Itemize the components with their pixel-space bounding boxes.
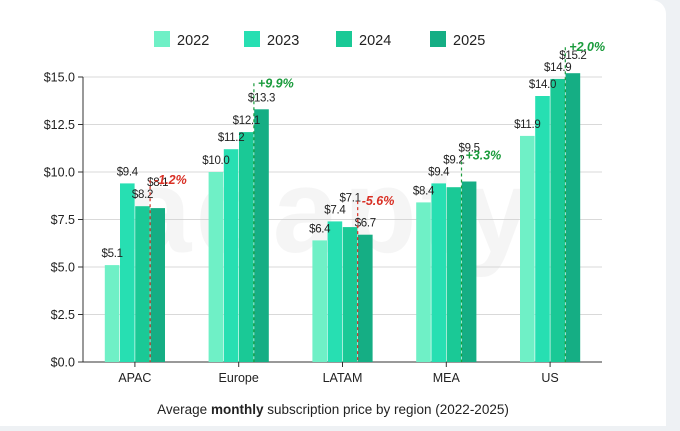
bar-chart: adapty 2022 2023 2024 2025 $0.0$2.5$5.0$7.5…: [44, 31, 605, 417]
y-tick-label: $10.0: [44, 166, 75, 180]
caption-after: subscription price by region (2022-2025): [263, 402, 508, 417]
value-label-mea-2025: $9.5: [459, 142, 480, 154]
x-tick-label-europe: Europe: [219, 371, 259, 385]
bar-us-2022: [520, 135, 535, 362]
bar-latam-2024: [342, 227, 358, 362]
bar-us-2024: [550, 78, 565, 363]
legend-label-2024: 2024: [359, 33, 391, 49]
change-label-latam: -5.6%: [362, 194, 395, 208]
value-label-apac-2023: $9.4: [117, 166, 139, 178]
value-label-apac-2024: $8.2: [132, 189, 153, 201]
value-label-apac-2022: $5.1: [102, 248, 123, 260]
change-label-europe: +9.9%: [258, 76, 294, 90]
change-label-apac: -1.2%: [154, 173, 187, 187]
bar-latam-2023: [327, 221, 343, 362]
value-label-us-2024: $14.9: [544, 62, 571, 74]
x-tick-label-latam: LATAM: [323, 371, 363, 385]
value-label-mea-2023: $9.4: [428, 166, 450, 178]
y-axis: $0.0 $2.5 $5.0 $7.5 $10.0 $12.5 $15.0: [44, 71, 602, 370]
bar-mea-2024: [446, 187, 462, 362]
bar-apac-2024: [135, 206, 150, 362]
value-label-mea-2022: $8.4: [413, 185, 435, 197]
change-label-mea: +3.3%: [466, 149, 502, 163]
value-label-europe-2022: $10.0: [202, 155, 229, 167]
y-tick-label: $7.5: [51, 213, 75, 227]
x-tick-label-apac: APAC: [118, 371, 151, 385]
value-labels: $5.1 $9.4 $8.2$8.1-1.2% $10.0 $11.2 $12.1 $13.…: [102, 40, 605, 362]
chart-card: adapty 2022 2023 2024 2025 $0.0 $2.5 $5.0 $7.5…: [0, 0, 666, 426]
value-label-us-2022: $11.9: [514, 119, 540, 131]
value-label-latam-2023: $7.4: [324, 204, 346, 216]
bar-europe-2024: [239, 132, 254, 362]
caption-bold: monthly: [211, 402, 264, 417]
value-label-mea-2024: $9.2: [443, 154, 464, 166]
legend-swatch-2022: [154, 31, 170, 47]
bar-europe-2023: [223, 149, 239, 362]
change-label-us: +2.0%: [569, 40, 605, 54]
bar-mea-2025: [461, 181, 477, 362]
value-label-us-2023: $14.0: [529, 79, 556, 91]
value-label-europe-2025: $13.3: [248, 92, 275, 104]
bar-latam-2025: [358, 234, 373, 362]
value-label-latam-2024: $7.1: [340, 192, 361, 204]
bar-europe-2025: [254, 109, 269, 362]
bar-us-2025: [565, 73, 581, 362]
y-tick-label: $5.0: [51, 261, 75, 275]
value-label-europe-2024: $12.1: [233, 115, 260, 127]
value-label-apac-2025: $8.1: [147, 177, 168, 189]
y-tick-label: $15.0: [44, 71, 75, 85]
x-tick-label-us: US: [541, 371, 558, 385]
bar-apac-2022: [104, 265, 120, 362]
legend-label-2022: 2022: [177, 33, 209, 49]
value-label-europe-2023: $11.2: [218, 132, 244, 144]
y-tick-label: $12.5: [44, 118, 75, 132]
caption-before: Average: [157, 402, 211, 417]
y-tick-label: $0.0: [51, 356, 75, 370]
x-tick-label-mea: MEA: [433, 371, 461, 385]
bar-mea-2023: [431, 183, 446, 362]
legend: 2022 2023 2024 2025: [154, 31, 485, 49]
value-label-latam-2025: $6.7: [355, 218, 376, 230]
bar-latam-2022: [312, 240, 327, 362]
x-axis: APAC Europe LATAM MEA US: [118, 362, 559, 385]
value-label-latam-2022: $6.4: [309, 223, 331, 235]
legend-swatch-2025: [430, 31, 446, 47]
y-tick-label: $2.5: [51, 308, 75, 322]
legend-swatch-2023: [244, 31, 260, 47]
bar-us-2023: [535, 96, 550, 362]
bar-apac-2023: [120, 183, 135, 362]
chart-caption: Average monthly subscription price by re…: [157, 402, 509, 417]
bar-apac-2025: [150, 208, 165, 362]
legend-label-2023: 2023: [267, 33, 299, 49]
value-label-us-2025: $15.2: [559, 50, 586, 62]
bar-mea-2022: [416, 202, 431, 362]
legend-label-2025: 2025: [453, 33, 485, 49]
bars: [104, 73, 581, 363]
legend-swatch-2024: [336, 31, 352, 47]
bar-europe-2022: [208, 172, 224, 362]
